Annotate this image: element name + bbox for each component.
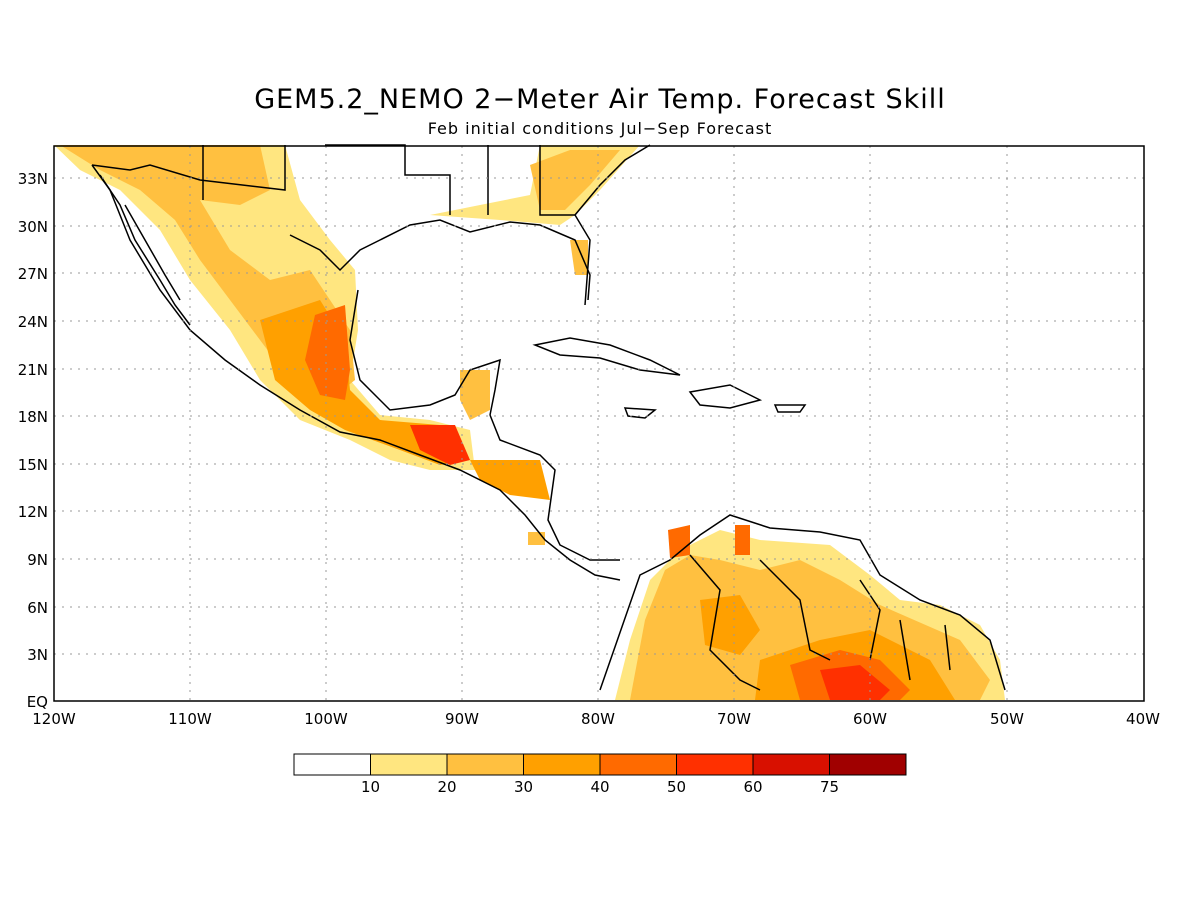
coast-central-america [489,414,620,561]
lat-label: 21N [18,361,48,379]
lat-label: 9N [27,551,48,569]
map-subtitle: Feb initial conditions Jul−Sep Forecast [427,119,773,138]
legend-label: 20 [437,778,456,796]
shading-colombia [668,525,690,558]
legend-swatch [752,753,830,776]
legend-swatch [676,753,754,776]
lat-label: 18N [18,408,48,426]
shading-se-us-2 [530,150,620,210]
coast-pacific-mexico [91,164,621,581]
map-frame [53,145,1145,702]
color-legend: 10 20 30 40 50 60 75 [293,753,907,796]
lat-label: 30N [18,218,48,236]
coastlines [91,144,1006,691]
legend-swatch [293,753,371,776]
lon-label: 110W [168,710,212,728]
borders-us-states [202,144,575,216]
legend-swatch [829,753,907,776]
lat-label: 24N [18,313,48,331]
lon-axis: 120W 110W 100W 90W 80W 70W 60W 50W 40W [32,710,1160,728]
coast-baja [99,174,191,326]
island-jamaica [623,407,657,419]
map-title: GEM5.2_NEMO 2−Meter Air Temp. Forecast S… [254,84,946,115]
lat-label: 12N [18,503,48,521]
legend-label: 60 [743,778,762,796]
lat-label: 27N [18,265,48,283]
shading-mexico-4 [305,305,350,400]
lon-label: 40W [1126,710,1160,728]
shading-guatemala [410,425,470,465]
borders-s-america [689,554,951,691]
lon-label: 90W [445,710,479,728]
lat-label: 15N [18,456,48,474]
shading-s-america-3 [700,595,760,655]
island-cuba [532,337,681,376]
lon-label: 120W [32,710,76,728]
lon-label: 100W [304,710,348,728]
shading-nicaragua [528,532,545,545]
legend-swatch [446,753,524,776]
shading-yucatan [460,370,490,420]
lon-label: 70W [717,710,751,728]
lat-label: 3N [27,646,48,664]
legend-label: 30 [514,778,533,796]
border-us-mexico [91,145,286,191]
coast-s-america [599,514,1006,691]
island-puerto-rico [773,404,807,413]
legend-label: 10 [361,778,380,796]
legend-swatch [523,753,601,776]
lat-label: 33N [18,170,48,188]
island-hispaniola [688,384,763,409]
lat-label: 6N [27,599,48,617]
shading-s-america-6 [820,665,890,700]
legend-label: 40 [590,778,609,796]
graticule [54,146,1144,701]
lon-label: 50W [990,710,1024,728]
lat-axis: EQ 3N 6N 9N 12N 15N 18N 21N 24N 27N 30N … [18,170,48,711]
skill-shading [54,145,1005,700]
shading-venezuela [735,525,750,555]
shading-florida [570,240,588,275]
legend-swatch [370,753,448,776]
legend-swatch [599,753,677,776]
legend-label: 50 [667,778,686,796]
coast-gulf [289,219,591,416]
coast-atlantic-us [574,144,651,306]
lon-label: 80W [581,710,615,728]
lat-label: EQ [27,693,48,711]
legend-label: 75 [820,778,839,796]
lon-label: 60W [853,710,887,728]
shading-honduras [470,460,550,500]
